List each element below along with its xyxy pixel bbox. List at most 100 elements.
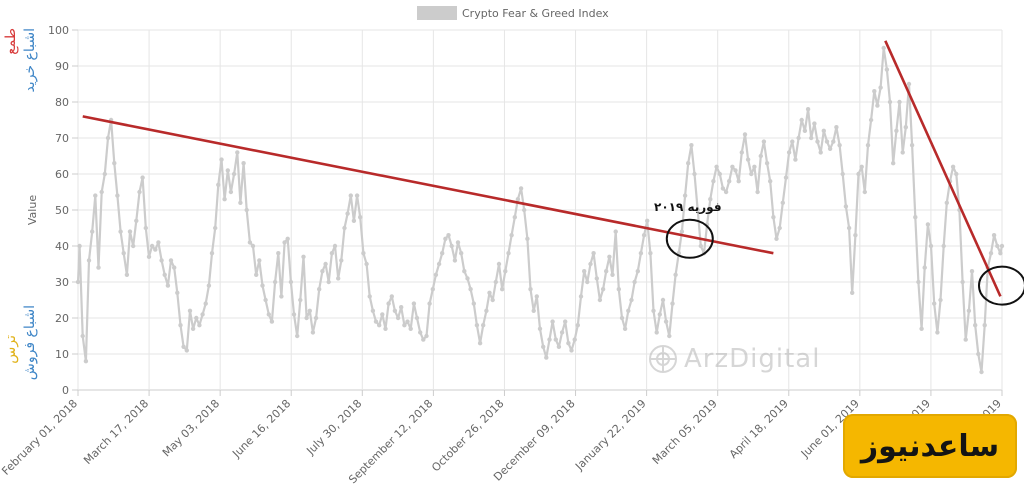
highlight-circle xyxy=(665,218,714,259)
data-point xyxy=(796,135,801,141)
data-point xyxy=(386,301,391,306)
data-point xyxy=(689,143,694,148)
data-point xyxy=(184,348,189,353)
data-point xyxy=(878,85,883,90)
data-point xyxy=(872,89,877,94)
data-point xyxy=(291,312,297,317)
data-point xyxy=(563,319,568,324)
data-point xyxy=(585,279,590,285)
data-point xyxy=(950,164,956,169)
data-point xyxy=(925,222,931,227)
data-point xyxy=(818,150,823,155)
data-point xyxy=(963,337,968,342)
data-point xyxy=(988,251,994,256)
data-point xyxy=(720,186,726,191)
x-tick-label: December 09, 2018 xyxy=(491,397,578,484)
data-point xyxy=(742,132,748,137)
data-point xyxy=(714,164,719,169)
data-point xyxy=(80,333,85,339)
data-point xyxy=(86,258,92,263)
data-point xyxy=(648,251,653,256)
data-point xyxy=(105,135,111,141)
data-point xyxy=(351,218,357,223)
data-point xyxy=(465,276,470,281)
data-point xyxy=(241,161,246,166)
data-point xyxy=(83,359,89,364)
data-point xyxy=(392,308,398,313)
data-point xyxy=(638,251,644,256)
data-point xyxy=(553,337,558,342)
data-point xyxy=(219,157,224,162)
data-point xyxy=(477,341,483,346)
data-point xyxy=(295,333,300,339)
data-point xyxy=(632,279,637,285)
legend[interactable]: Crypto Fear & Greed Index xyxy=(417,6,609,20)
trend-line xyxy=(884,40,1002,297)
annotation-label: فوریه ۲۰۱۹ xyxy=(654,200,722,215)
data-point xyxy=(935,330,940,335)
data-point xyxy=(903,125,908,130)
data-point xyxy=(247,240,253,245)
data-point xyxy=(443,236,448,241)
y-tick-label: 90 xyxy=(55,60,69,73)
greed-label: طمع xyxy=(3,28,19,55)
data-point xyxy=(881,45,886,51)
data-point xyxy=(973,323,978,328)
data-point xyxy=(301,254,306,259)
data-point xyxy=(891,161,896,166)
y-tick-label: 60 xyxy=(55,168,69,181)
data-point xyxy=(663,319,669,324)
data-point xyxy=(238,200,243,205)
data-point xyxy=(897,99,902,105)
data-point xyxy=(118,229,123,234)
data-point xyxy=(99,189,104,195)
data-point xyxy=(370,308,376,313)
data-point xyxy=(805,107,811,112)
data-point xyxy=(667,333,672,339)
data-point xyxy=(850,290,855,295)
data-point xyxy=(408,326,413,331)
data-point xyxy=(786,150,792,155)
data-point xyxy=(868,117,874,123)
data-point xyxy=(594,276,599,281)
data-point xyxy=(493,279,498,285)
data-point xyxy=(865,143,871,148)
data-point xyxy=(999,243,1005,249)
highlight-circle xyxy=(978,265,1024,306)
data-point xyxy=(698,243,703,249)
data-point xyxy=(272,279,278,285)
data-point xyxy=(487,290,492,295)
data-point xyxy=(257,258,262,263)
data-point xyxy=(900,150,905,155)
data-point xyxy=(544,355,549,360)
data-point xyxy=(250,243,256,249)
data-point xyxy=(500,287,505,292)
data-point xyxy=(345,211,350,216)
data-point xyxy=(708,197,713,202)
data-point xyxy=(399,305,404,310)
data-point xyxy=(206,283,212,288)
data-point xyxy=(717,171,722,177)
data-point xyxy=(93,193,98,198)
data-point xyxy=(846,225,852,231)
data-point xyxy=(733,168,738,173)
data-point xyxy=(635,269,640,274)
data-point xyxy=(730,164,735,169)
data-point xyxy=(332,243,338,249)
data-point xyxy=(774,236,779,241)
legend-swatch xyxy=(417,6,457,20)
data-point xyxy=(358,215,363,220)
watermark: ArzDigital xyxy=(648,344,820,374)
data-point xyxy=(559,330,565,335)
data-point xyxy=(831,139,836,144)
data-point xyxy=(342,225,347,231)
data-point xyxy=(354,193,360,198)
data-point xyxy=(282,240,287,245)
data-point xyxy=(597,297,603,303)
data-point xyxy=(575,323,580,328)
data-point xyxy=(755,189,760,195)
data-point xyxy=(421,337,426,342)
data-point xyxy=(440,251,445,256)
data-point xyxy=(471,301,476,306)
data-point xyxy=(909,143,915,148)
